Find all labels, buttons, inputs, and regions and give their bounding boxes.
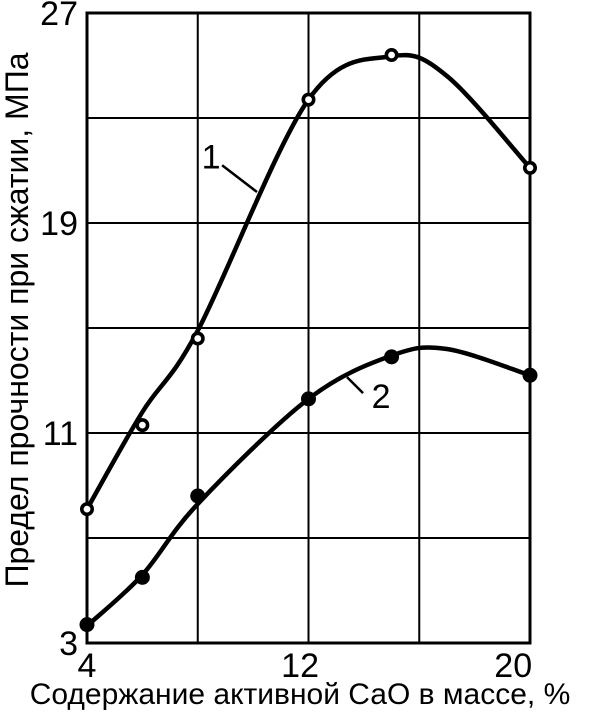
series-1-leader-line (221, 164, 258, 194)
series-1-marker-20 (522, 160, 537, 175)
series-1-marker-12 (301, 92, 316, 107)
series-1-marker-6 (135, 418, 150, 433)
series-2-marker-12 (301, 391, 316, 407)
series-2-label: 2 (372, 378, 391, 416)
series-1-marker-4 (80, 502, 95, 517)
series-1-marker-8 (190, 331, 205, 346)
series-2-leader-line (346, 376, 364, 394)
x-tick-label-4: 4 (78, 647, 97, 685)
x-axis-title: Содержание активной СаО в массе, % (29, 678, 571, 711)
series-1-label: 1 (202, 138, 221, 176)
series-2-marker-8 (190, 488, 206, 504)
plot-border (85, 11, 532, 645)
y-tick-label-27: 27 (40, 0, 78, 33)
series-2-marker-6 (134, 569, 150, 585)
x-tick-label-12: 12 (281, 647, 319, 685)
series-2-marker-20 (522, 367, 538, 383)
x-tick-label-20: 20 (494, 647, 532, 685)
y-tick-label-19: 19 (40, 205, 78, 243)
series-1-curve (84, 52, 533, 512)
series-1-marker-15 (384, 47, 399, 62)
y-tick-label-11: 11 (43, 415, 78, 453)
y-tick-label-3: 3 (59, 625, 78, 663)
series-2-marker-4 (79, 617, 95, 633)
series-2-marker-15 (384, 349, 400, 365)
